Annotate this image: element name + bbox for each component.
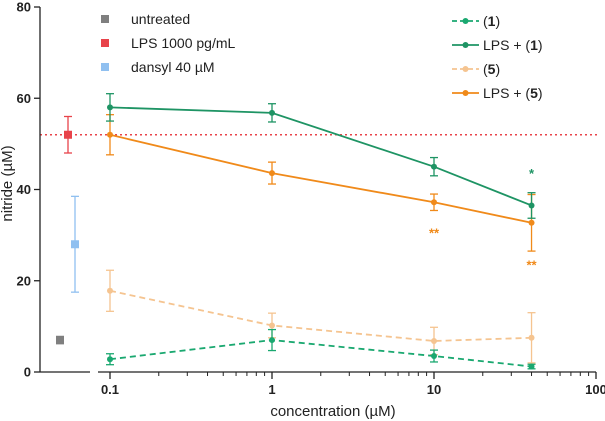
legend-control-swatch: [101, 63, 109, 71]
series-point: [431, 337, 437, 344]
series-point: [107, 131, 113, 138]
legend-series-label: LPS + (5): [483, 85, 543, 101]
series-point: [269, 109, 275, 116]
legend-control-label: untreated: [131, 11, 190, 27]
legend-control-swatch: [101, 39, 109, 47]
legend-series-marker: [462, 18, 469, 24]
y-tick-label: 20: [17, 273, 31, 288]
legend-series-marker: [462, 42, 469, 48]
y-tick-label: 0: [24, 365, 31, 380]
series-point: [269, 322, 275, 329]
series-point: [528, 334, 535, 341]
significance-annotation: **: [429, 225, 440, 240]
series-point: [528, 202, 535, 209]
control-marker: [56, 336, 64, 345]
legend-series-label: (5): [483, 61, 500, 77]
legend-series-label: (1): [483, 13, 500, 29]
legend-control-swatch: [101, 15, 109, 23]
series-line: [109, 106, 532, 207]
legend-series-label: LPS + (1): [483, 37, 543, 53]
series-point: [107, 356, 113, 363]
series-point: [528, 219, 535, 226]
legend-series-marker: [462, 90, 469, 96]
y-tick-label: 60: [17, 91, 31, 106]
x-tick-label: 0.1: [101, 382, 119, 397]
series-point: [107, 104, 113, 111]
series-line: [109, 339, 532, 368]
y-axis-title: nitride (µM): [0, 145, 16, 221]
series-point: [431, 163, 437, 170]
legend-series-marker: [462, 66, 469, 72]
series-point: [431, 353, 437, 360]
series-line: [109, 289, 532, 342]
y-tick-label: 40: [17, 182, 31, 197]
x-tick-label: 10: [427, 382, 441, 397]
series-point: [528, 363, 535, 370]
x-tick-label: 1: [268, 382, 275, 397]
series-line: [109, 133, 532, 224]
legend-control-label: dansyl 40 µM: [131, 59, 215, 75]
series-point: [107, 287, 113, 294]
control-marker: [71, 240, 79, 249]
series-point: [269, 337, 275, 344]
legend-control-label: LPS 1000 pg/mL: [131, 35, 236, 51]
y-tick-label: 80: [17, 0, 31, 15]
significance-annotation: **: [526, 257, 537, 272]
x-tick-label: 100: [585, 382, 605, 397]
significance-annotation: *: [529, 166, 535, 181]
series-point: [269, 170, 275, 177]
series-point: [431, 199, 437, 206]
control-marker: [64, 130, 72, 139]
x-axis-title: concentration (µM): [270, 403, 395, 420]
